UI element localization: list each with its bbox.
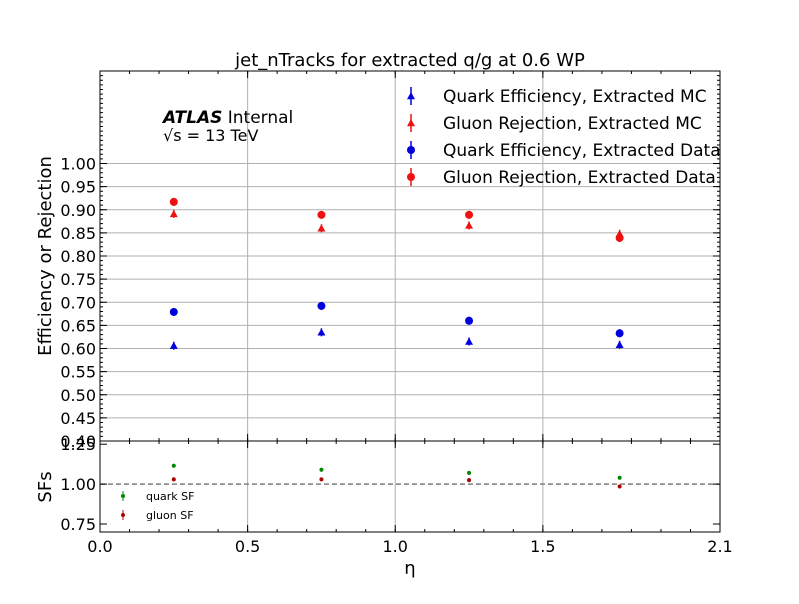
ratio-legend-marker — [121, 494, 125, 498]
x-axis-label: η — [404, 558, 415, 579]
legend-marker — [407, 146, 415, 154]
x-tick-label: 0.0 — [87, 537, 112, 556]
main-y-tick-label: 0.95 — [60, 178, 96, 197]
main-data-point — [615, 329, 624, 338]
ratio-data-point — [319, 477, 324, 482]
main-legend: Quark Efficiency, Extracted MC Gluon Reje… — [407, 87, 721, 188]
ratio-data-point — [319, 467, 324, 472]
atlas-bold: ATLAS — [161, 108, 222, 128]
ratio-y-tick-label: 1.00 — [60, 475, 96, 494]
ratio-data-point — [171, 463, 176, 468]
main-data-point — [317, 301, 326, 310]
ratio-ticks: 0.0 0.5 1.0 1.5 2.1 0.75 1.00 1.25 — [60, 435, 732, 556]
main-data-point — [169, 307, 178, 316]
main-data-point — [169, 197, 178, 206]
chart-title: jet_nTracks for extracted q/g at 0.6 WP — [234, 50, 585, 71]
main-data-point — [615, 340, 624, 348]
main-data-point — [317, 224, 326, 232]
main-y-tick-label: 0.75 — [60, 270, 96, 289]
x-tick-label: 1.0 — [383, 537, 408, 556]
ratio-data-point — [467, 478, 472, 483]
y-axis-label: Efficiency or Rejection — [35, 156, 56, 356]
x-tick-label: 2.1 — [707, 537, 732, 556]
main-data-point — [465, 316, 474, 325]
main-y-tick-label: 0.90 — [60, 201, 96, 220]
legend-label: Quark Efficiency, Extracted MC — [443, 87, 707, 107]
main-data-point — [169, 209, 178, 218]
main-y-tick-label: 0.45 — [60, 409, 96, 428]
main-ticks: 0.40 0.45 0.50 0.55 0.60 0.65 0.70 0.75 0.80 0.85… — [60, 70, 721, 451]
main-y-tick-label: 0.60 — [60, 340, 96, 359]
atlas-internal: Internal — [228, 108, 294, 128]
ratio-legend: quark SF gluon SF — [121, 490, 194, 522]
main-y-tick-label: 0.55 — [60, 363, 96, 382]
main-y-tick-label: 0.40 — [60, 432, 96, 451]
main-data-point — [465, 210, 474, 219]
ratio-data-point — [617, 484, 622, 489]
legend-marker — [407, 92, 415, 100]
ratio-y-tick-label: 1.25 — [60, 435, 96, 454]
x-tick-label: 1.5 — [530, 537, 555, 556]
ratio-data-point — [617, 475, 622, 480]
ratio-panel: 0.0 0.5 1.0 1.5 2.1 0.75 1.00 1.25 SFs η quark … — [35, 435, 733, 579]
legend-marker — [407, 173, 415, 181]
ratio-y-axis-label: SFs — [35, 471, 56, 502]
main-data-point — [317, 328, 326, 336]
x-tick-label: 0.5 — [235, 537, 260, 556]
main-panel: 0.40 0.45 0.50 0.55 0.60 0.65 0.70 0.75 0.80 0.85… — [35, 50, 721, 451]
main-grid — [100, 71, 720, 441]
main-data-point — [465, 337, 474, 345]
ratio-legend-label: quark SF — [146, 490, 194, 503]
main-y-tick-label: 0.50 — [60, 386, 96, 405]
ratio-y-tick-label: 0.75 — [60, 515, 96, 534]
main-y-tick-label: 0.65 — [60, 316, 96, 335]
main-data-point — [465, 221, 474, 229]
main-data-point — [615, 233, 624, 242]
ratio-plot-frame — [99, 440, 721, 533]
main-y-tick-label: 0.70 — [60, 293, 96, 312]
main-y-tick-label: 1.00 — [60, 155, 96, 174]
legend-marker — [407, 119, 415, 127]
legend-label: Gluon Rejection, Extracted Data — [443, 168, 716, 188]
legend-label: Quark Efficiency, Extracted Data — [443, 141, 721, 161]
energy-label: √s = 13 TeV — [163, 126, 258, 145]
ratio-legend-marker — [121, 513, 125, 517]
ratio-data-point — [171, 477, 176, 482]
main-data-point — [317, 210, 326, 219]
legend-label: Gluon Rejection, Extracted MC — [443, 114, 702, 134]
ratio-legend-label: gluon SF — [146, 509, 194, 522]
atlas-watermark: ATLAS Internal — [161, 108, 293, 128]
main-data-point — [169, 341, 178, 349]
main-points — [169, 197, 624, 350]
ratio-data-point — [467, 470, 472, 475]
main-y-tick-label: 0.80 — [60, 247, 96, 266]
main-y-tick-label: 0.85 — [60, 224, 96, 243]
ratio-points — [171, 463, 622, 489]
ratio-grid — [100, 441, 720, 532]
